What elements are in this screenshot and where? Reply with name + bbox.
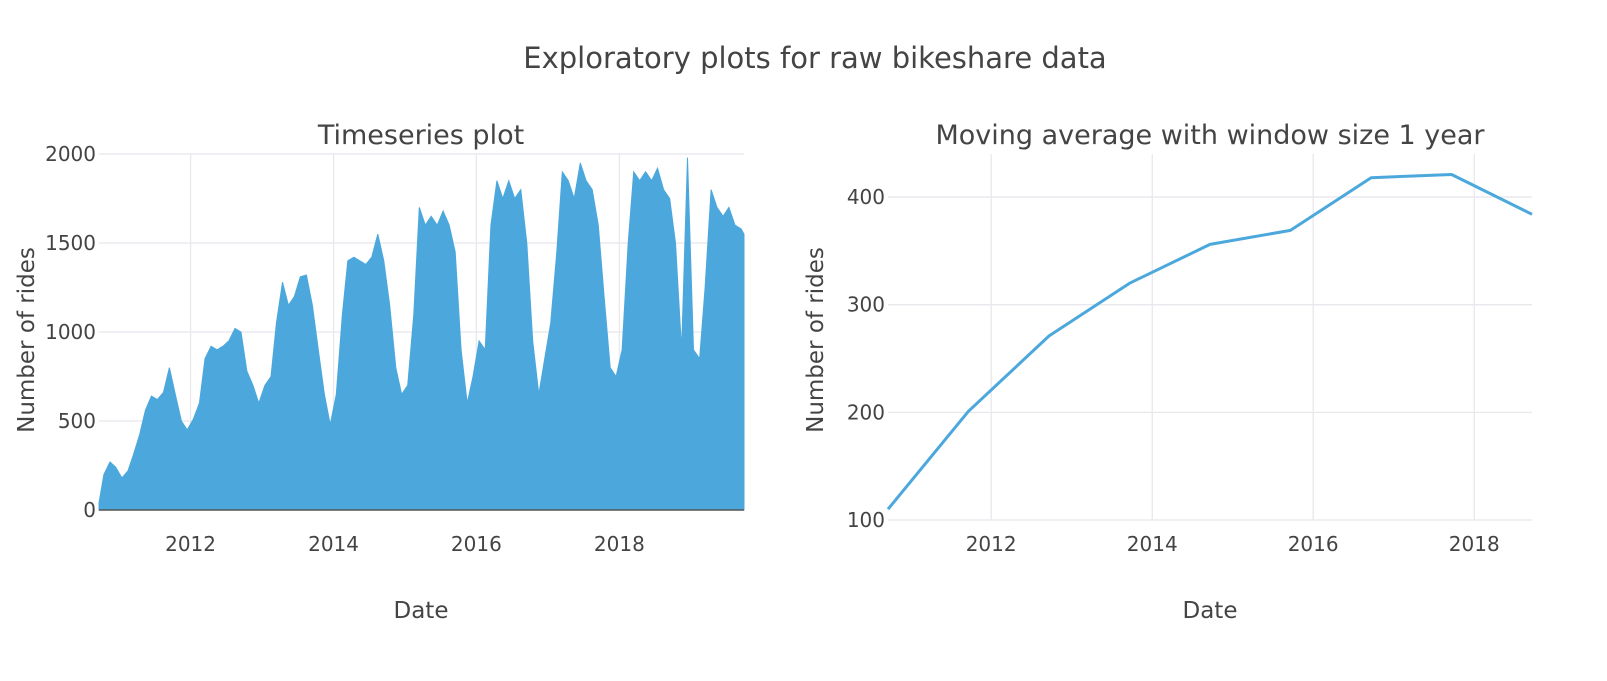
moving-average-y-tick-label: 300 [847,293,885,317]
timeseries-y-tick-label: 1500 [45,231,96,255]
timeseries-y-tick-label: 0 [83,498,96,522]
moving-average-x-tick-label: 2016 [1288,532,1339,556]
moving-average-x-tick-label: 2012 [966,532,1017,556]
timeseries-x-tick-label: 2014 [308,532,359,556]
moving-average-y-tick-label: 200 [847,400,885,424]
moving-average-series-line [886,173,1533,511]
timeseries-panel: Timeseries plot Date Number of rides 201… [14,120,745,624]
moving-average-title: Moving average with window size 1 year [935,120,1485,151]
timeseries-x-tick-label: 2018 [594,532,645,556]
moving-average-y-axis-label: Number of rides [803,247,829,433]
moving-average-y-tick-label: 400 [847,185,885,209]
timeseries-y-axis-label: Number of rides [14,247,40,433]
timeseries-y-tick-label: 2000 [45,142,96,166]
moving-average-y-tick-label: 100 [847,508,885,532]
figure-title: Exploratory plots for raw bikeshare data [523,41,1106,75]
moving-average-panel: Moving average with window size 1 year D… [803,120,1533,624]
moving-average-grid [888,154,1532,521]
timeseries-title: Timeseries plot [317,120,524,151]
timeseries-y-tick-label: 1000 [45,320,96,344]
moving-average-x-tick-label: 2014 [1127,532,1178,556]
moving-average-x-axis-label: Date [1183,598,1238,624]
timeseries-y-tick-label: 500 [58,409,96,433]
moving-average-x-tick-label: 2018 [1449,532,1500,556]
timeseries-x-axis-label: Date [394,598,449,624]
timeseries-series-area [98,157,745,511]
timeseries-x-tick-label: 2016 [451,532,502,556]
timeseries-x-tick-label: 2012 [165,532,216,556]
